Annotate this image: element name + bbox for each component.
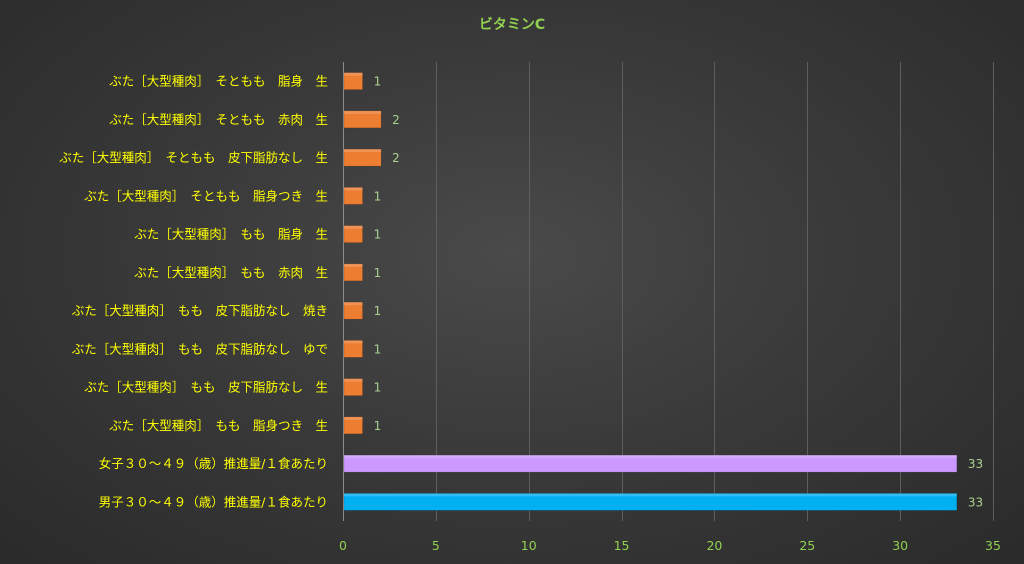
category-label: 男子３０～４９（歳）推進量/１食あたり xyxy=(99,494,328,509)
data-label: 33 xyxy=(968,495,983,509)
bar xyxy=(343,148,382,167)
category-label: ぶた［大型種肉］ そともも 赤肉 生 xyxy=(109,112,328,127)
data-label: 2 xyxy=(392,113,400,127)
bar-highlight xyxy=(344,149,382,153)
bar xyxy=(343,454,958,473)
category-label: ぶた［大型種肉］ もも 皮下脂肪なし 生 xyxy=(84,380,328,395)
bar-highlight xyxy=(344,378,363,382)
category-label: ぶた［大型種肉］ もも 脂身 生 xyxy=(134,227,328,242)
category-label: ぶた［大型種肉］ そともも 皮下脂肪なし 生 xyxy=(59,150,328,165)
x-tick-label: 10 xyxy=(521,538,537,553)
data-label: 1 xyxy=(374,266,382,280)
bar-highlight xyxy=(344,302,363,306)
bar-highlight xyxy=(344,416,363,420)
category-label: ぶた［大型種肉］ もも 皮下脂肪なし ゆで xyxy=(72,341,328,356)
data-label: 33 xyxy=(968,457,983,471)
bar-highlight xyxy=(344,72,363,76)
bar xyxy=(343,72,363,90)
bar-highlight xyxy=(344,187,363,191)
category-label: ぶた［大型種肉］ もも 脂身つき 生 xyxy=(109,418,328,433)
bar xyxy=(343,187,363,205)
bar-highlight xyxy=(344,110,382,114)
data-label: 1 xyxy=(374,189,382,203)
chart-title: ビタミンC xyxy=(479,17,545,33)
x-tick-label: 30 xyxy=(892,538,908,553)
bar xyxy=(343,340,363,358)
x-tick-label: 15 xyxy=(614,538,630,553)
data-label: 1 xyxy=(374,304,382,318)
data-label: 1 xyxy=(374,381,382,395)
data-label: 1 xyxy=(374,228,382,242)
category-label: ぶた［大型種肉］ そともも 脂身 生 xyxy=(109,74,328,89)
data-label: 2 xyxy=(392,151,400,165)
category-label: ぶた［大型種肉］ もも 赤肉 生 xyxy=(134,265,328,280)
data-label: 1 xyxy=(374,75,382,89)
bar-highlight xyxy=(344,263,363,267)
category-labels: ぶた［大型種肉］ そともも 脂身 生ぶた［大型種肉］ そともも 赤肉 生ぶた［大… xyxy=(59,74,328,510)
category-label: 女子３０～４９（歳）推進量/１食あたり xyxy=(99,456,328,471)
bar-highlight xyxy=(344,225,363,229)
bar xyxy=(343,110,382,129)
gridlines xyxy=(343,62,994,521)
bar xyxy=(343,416,363,435)
bar xyxy=(343,493,958,511)
bar-highlight xyxy=(344,455,957,459)
bar-highlight xyxy=(344,493,957,497)
x-tick-label: 0 xyxy=(339,538,347,553)
bar xyxy=(343,263,363,282)
x-tick-label: 25 xyxy=(799,538,815,553)
x-tick-label: 5 xyxy=(432,538,440,553)
data-label: 1 xyxy=(374,419,382,433)
category-label: ぶた［大型種肉］ そともも 脂身つき 生 xyxy=(84,188,328,203)
x-axis-ticks: 0 5 10 15 20 25 30 35 xyxy=(339,538,1001,553)
x-tick-label: 35 xyxy=(985,538,1001,553)
x-tick-label: 20 xyxy=(706,538,722,553)
value-labels: 1 2 2 1 1 1 1 1 1 1 33 33 xyxy=(374,75,984,510)
category-label: ぶた［大型種肉］ もも 皮下脂肪なし 焼き xyxy=(72,303,328,318)
data-label: 1 xyxy=(374,342,382,356)
bar xyxy=(343,225,363,243)
bar xyxy=(343,378,363,396)
bar-highlight xyxy=(344,340,363,344)
bars xyxy=(343,72,958,511)
bar xyxy=(343,301,363,320)
